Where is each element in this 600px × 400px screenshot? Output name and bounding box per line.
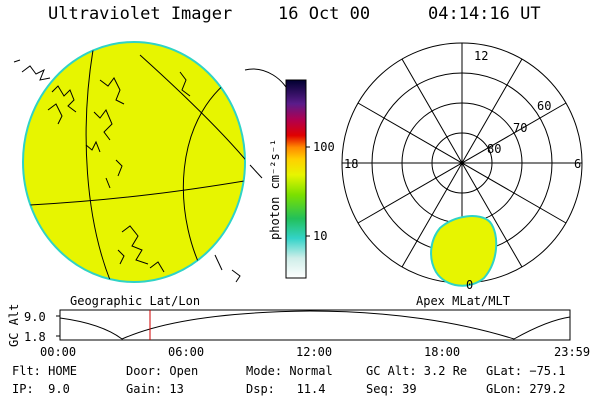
date-label: 16 Oct 00: [278, 4, 371, 24]
glon-status: GLon: 279.2: [486, 382, 566, 396]
mlat-label-70: 70: [513, 121, 527, 135]
geo-panel-label: Geographic Lat/Lon: [70, 294, 200, 308]
altitude-ylabel: GC Alt: [7, 304, 21, 347]
auroral-oval-region: [430, 215, 498, 287]
seq-status: Seq: 39: [366, 382, 417, 396]
lat-lon-grid: [29, 49, 245, 282]
coastlines: [13, 59, 241, 283]
xtick-label-0000: 00:00: [40, 345, 76, 359]
gain-status: Gain: 13: [126, 382, 184, 396]
mlat-label-60: 60: [537, 99, 551, 113]
xtick-label-0600: 06:00: [168, 345, 204, 359]
polar-panel-label: Apex MLat/MLT: [416, 294, 510, 308]
colorbar-unit-label: photon cm⁻²s⁻¹: [268, 139, 282, 240]
colorbar: 100 10 photon cm⁻²s⁻¹: [268, 79, 335, 279]
dsp-status: Dsp: 11.4: [246, 382, 326, 396]
altitude-plot-frame: [59, 309, 571, 341]
door-status: Door: Open: [126, 364, 199, 378]
flt-status: Flt: HOME: [12, 364, 78, 378]
ip-status: IP: 9.0: [12, 382, 70, 396]
ytick-label-1.8: 1.8: [24, 330, 46, 344]
altitude-curve: [59, 310, 571, 340]
instrument-title: Ultraviolet Imager: [48, 4, 233, 24]
mode-status: Mode: Normal: [246, 364, 333, 378]
colorbar-tick-label-10: 10: [313, 229, 327, 243]
colorbar-tick-label-100: 100: [313, 140, 335, 154]
mlt-label-12: 12: [474, 49, 488, 63]
mlt-label-18: 18: [344, 157, 358, 171]
colorbar-gradient: [285, 79, 307, 279]
altitude-plot: 9.0 1.8 GC Alt 00:00 06:00 12:00 18:00 2…: [7, 304, 590, 359]
xtick-label-2359: 23:59: [554, 345, 590, 359]
time-label: 04:14:16 UT: [428, 4, 541, 24]
xtick-label-1800: 18:00: [424, 345, 460, 359]
mlt-label-0: 0: [466, 278, 473, 292]
gc-alt-status: GC Alt: 3.2 Re: [366, 364, 468, 378]
glat-status: GLat: −75.1: [486, 364, 566, 378]
mlt-label-6: 6: [574, 157, 581, 171]
ytick-label-9: 9.0: [24, 310, 46, 324]
auroral-image-disk: [22, 41, 246, 283]
geographic-map: [13, 41, 291, 283]
mlat-label-80: 80: [487, 142, 501, 156]
xtick-label-1200: 12:00: [296, 345, 332, 359]
polar-grid-panel: 12 18 6 0 60 70 80: [341, 42, 583, 292]
